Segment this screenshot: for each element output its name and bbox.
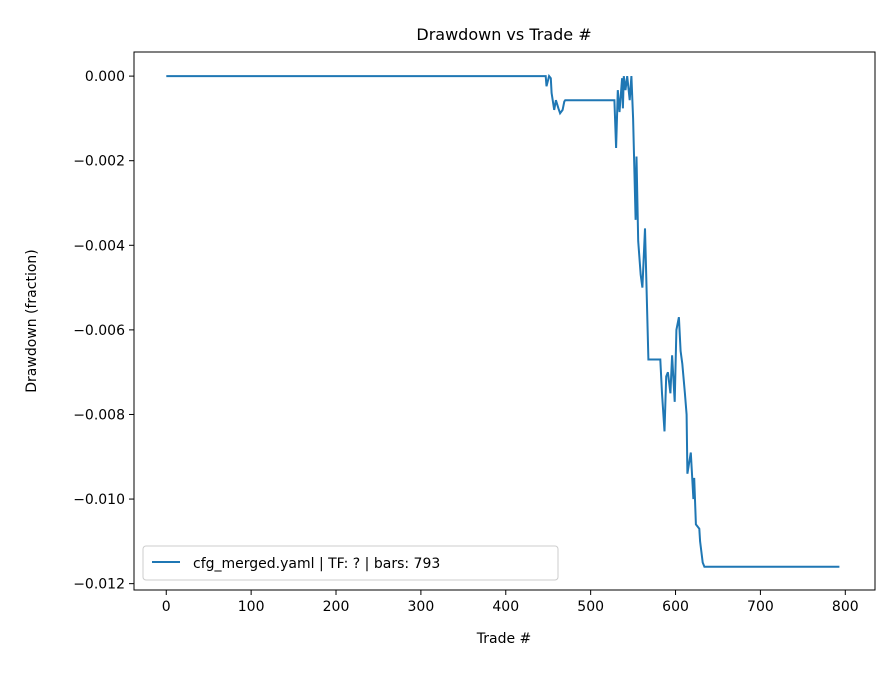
legend: cfg_merged.yaml | TF: ? | bars: 793 <box>142 545 559 581</box>
y-tick-label: 0.000 <box>85 69 125 85</box>
y-axis-label: Drawdown (fraction) <box>24 249 40 393</box>
y-tick-label: −0.002 <box>73 154 125 170</box>
x-tick-label: 500 <box>577 599 604 615</box>
x-tick-label: 600 <box>662 599 689 615</box>
x-tick-label: 0 <box>162 599 171 615</box>
legend-label: cfg_merged.yaml | TF: ? | bars: 793 <box>193 556 440 572</box>
y-tick-label: −0.008 <box>73 407 125 423</box>
x-tick-label: 200 <box>323 599 350 615</box>
chart-title: Drawdown vs Trade # <box>416 25 591 44</box>
plot-frame <box>133 51 876 591</box>
series-line <box>166 73 840 568</box>
x-tick-label: 300 <box>408 599 435 615</box>
x-tick-label: 100 <box>238 599 265 615</box>
y-tick-label: −0.004 <box>73 238 125 254</box>
x-tick-label: 800 <box>832 599 859 615</box>
y-tick-label: −0.006 <box>73 323 125 339</box>
x-tick-label: 700 <box>747 599 774 615</box>
y-tick-label: −0.010 <box>73 492 125 508</box>
x-axis-label: Trade # <box>476 631 532 647</box>
legend-box <box>142 545 559 581</box>
x-tick-label: 400 <box>492 599 519 615</box>
y-tick-label: −0.012 <box>73 577 125 593</box>
